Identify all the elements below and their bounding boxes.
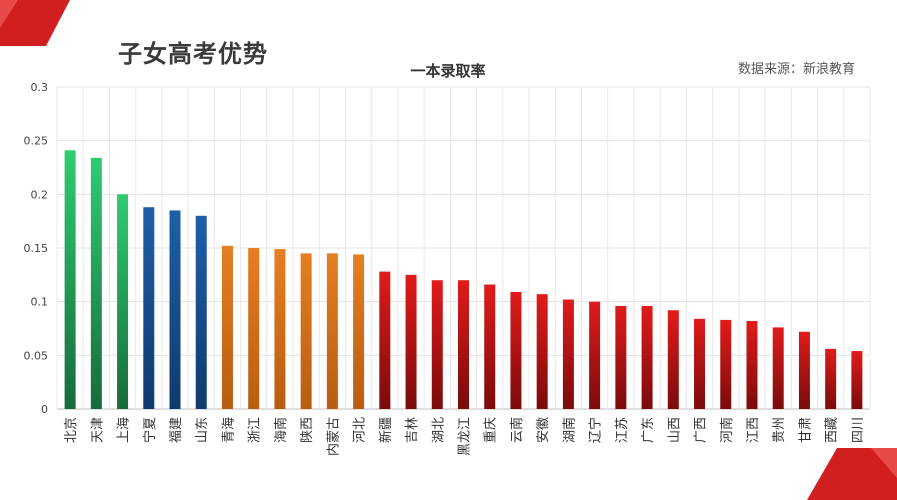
bar-17 [510,292,522,409]
y-axis: 0 0.05 0.1 0.15 0.2 0.25 0.3 [24,81,49,416]
bar-15 [458,280,469,409]
bar-8 [274,249,286,409]
data-source-label: 数据来源：新浪教育 [737,62,855,77]
x-tick-label: 内蒙古 [325,417,341,456]
bar-20 [589,301,601,409]
y-tick-label: 0.1 [31,296,49,309]
bar-19 [562,299,574,409]
x-tick-label: 安徽 [536,417,551,443]
x-tick-label: 广东 [641,417,656,443]
x-tick-label: 上海 [117,417,132,443]
x-tick-label: 青海 [221,417,236,443]
bar-22 [641,305,653,409]
x-tick-label: 四川 [851,417,866,443]
bar-10 [326,253,338,409]
bar-14 [431,280,443,409]
bar-24 [694,318,706,409]
bar-9 [300,253,312,409]
x-tick-label: 贵州 [772,417,787,443]
x-tick-label: 湖南 [561,417,577,443]
y-tick-label: 0 [41,403,48,416]
bar-29 [825,348,837,409]
x-tick-label: 山西 [667,417,682,443]
bar-27 [772,327,784,409]
chart-grid [56,86,871,410]
x-tick-label: 广西 [694,417,709,443]
x-tick-label: 吉林 [405,417,420,443]
bar-13 [405,274,417,409]
x-tick-label: 北京 [64,417,79,443]
bar-25 [720,319,732,409]
x-tick-label: 山东 [195,417,210,443]
corner-decoration-top-left [0,0,70,46]
bar-2 [117,194,129,409]
x-tick-label: 福建 [169,417,184,443]
x-tick-label: 黑龙江 [458,417,473,456]
y-tick-label: 0.25 [24,135,49,148]
x-tick-label: 河南 [719,417,735,443]
x-tick-label: 辽宁 [588,417,604,443]
bar-12 [379,271,391,409]
x-tick-label: 新疆 [378,417,394,443]
bar-7 [248,248,260,409]
x-tick-label: 陕西 [300,417,315,443]
x-tick-label: 天津 [90,417,105,443]
x-tick-label: 江苏 [614,417,630,443]
x-tick-label: 湖北 [431,417,446,443]
x-axis: 北京 天津 上海 宁夏 福建 山东 青海 浙江 海南 陕西 内蒙古 河北 新疆 吉林 湖北 黑龙江 重庆 云南 安徽… [64,417,866,456]
bar-18 [536,294,548,409]
x-tick-label: 江西 [746,417,761,443]
bar-0 [64,150,76,409]
y-tick-label: 0.05 [24,349,49,362]
bar-3 [143,207,155,409]
bar-23 [667,310,679,409]
x-tick-label: 云南 [509,417,525,443]
x-tick-label: 海南 [273,417,289,443]
bar-16 [484,284,496,409]
bar-11 [353,254,365,409]
x-tick-label: 宁夏 [142,417,158,443]
bar-30 [851,351,863,409]
bar-4 [169,210,181,409]
y-tick-label: 0.3 [31,81,49,94]
y-tick-label: 0.15 [24,242,49,255]
x-tick-label: 重庆 [483,417,499,443]
bar-6 [221,245,233,409]
bar-5 [195,215,207,409]
x-tick-label: 河北 [353,417,368,443]
x-tick-label: 甘肃 [798,417,813,443]
bar-28 [798,331,810,409]
bars [64,150,863,409]
y-tick-label: 0.2 [31,188,49,201]
bar-1 [90,157,102,409]
slide-title: 子女高考优势 [118,40,268,68]
bar-21 [615,305,627,409]
corner-decoration-bottom-right [807,448,897,500]
x-tick-label: 西藏 [825,417,840,443]
chart-title: 一本录取率 [410,62,485,80]
x-tick-label: 浙江 [248,417,263,443]
bar-26 [746,320,758,409]
